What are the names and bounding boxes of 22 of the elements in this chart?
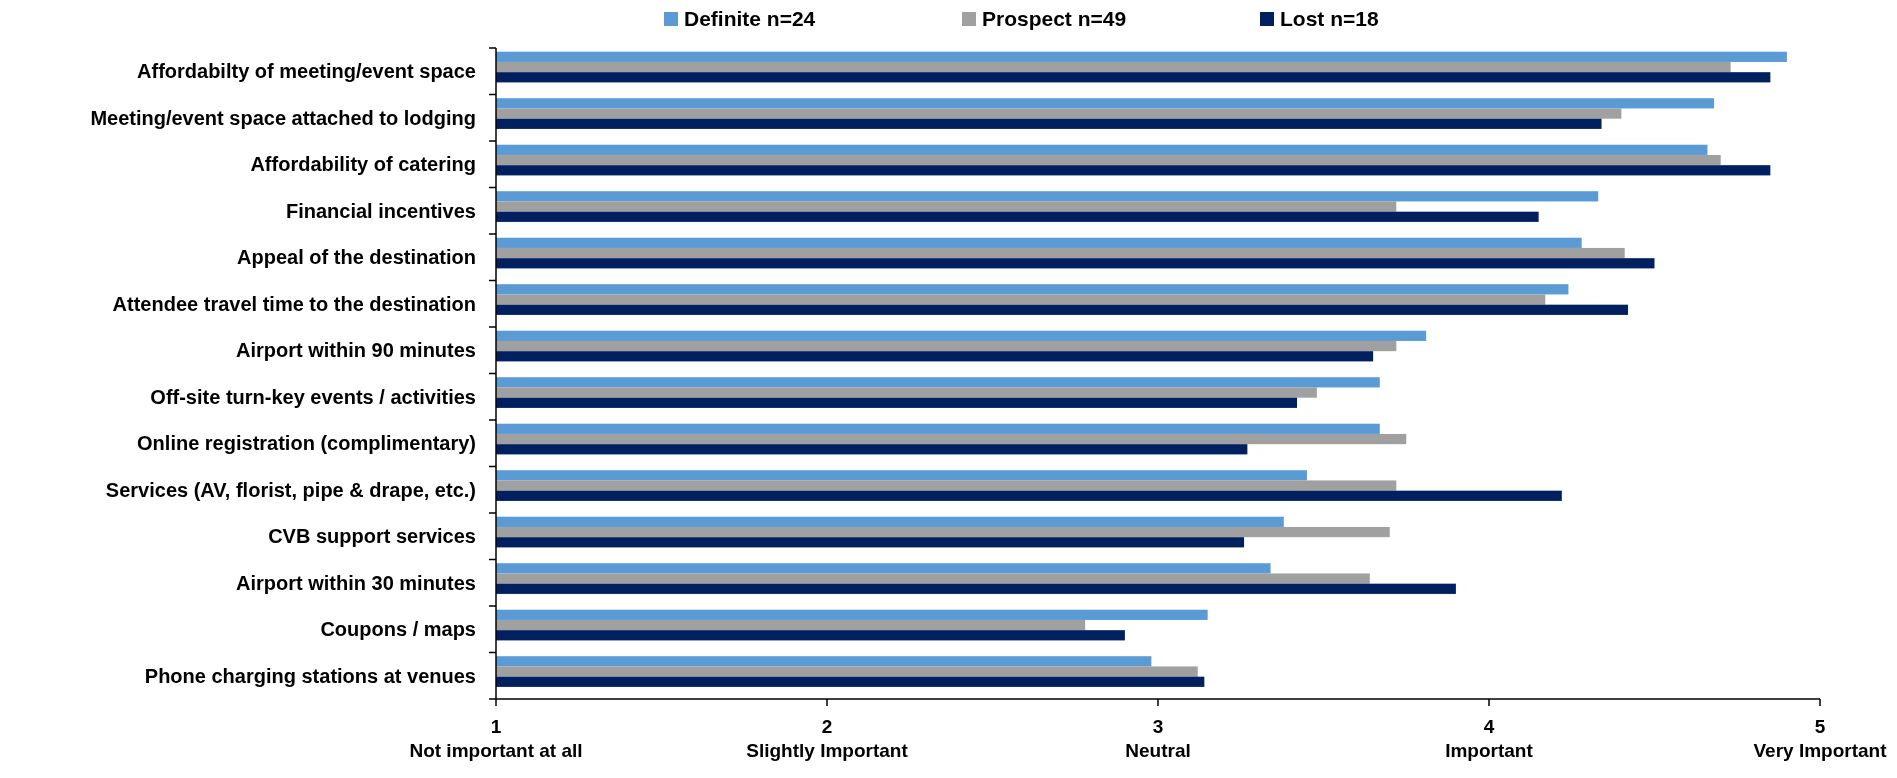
y-tick-label: Off-site turn-key events / activities [150, 385, 476, 408]
y-tick-label: Meeting/event space attached to lodging [90, 106, 476, 129]
y-tick-label: Coupons / maps [320, 618, 476, 641]
legend-label: Definite n=24 [684, 7, 816, 30]
y-tick-label: CVB support services [268, 525, 476, 548]
y-tick-label: Airport within 30 minutes [235, 571, 476, 594]
legend-label: Prospect n=49 [982, 7, 1127, 30]
x-tick-label: 3 Neutral [1125, 716, 1191, 761]
y-tick-label: Airport within 90 minutes [235, 339, 476, 362]
x-tick-label: 5 Very Important [1753, 716, 1888, 761]
y-tick-label: Attendee travel time to the destination [112, 292, 476, 315]
y-tick-label: Appeal of the destination [237, 246, 476, 269]
x-tick-label: 1 Not important at all [409, 716, 583, 761]
x-tick-label: 4 Important [1445, 716, 1534, 761]
legend-label: Lost n=18 [1280, 7, 1379, 30]
y-tick-label: Services (AV, florist, pipe & drape, etc.) [105, 478, 476, 501]
y-tick-label: Financial incentives [285, 199, 476, 222]
y-tick-label: Affordability of catering [250, 153, 476, 176]
y-tick-label: Affordabilty of meeting/event space [137, 60, 476, 83]
y-tick-label: Phone charging stations at venues [144, 664, 476, 687]
x-tick-label: 2 Slightly Important [746, 716, 909, 761]
y-tick-label: Online registration (complimentary) [137, 432, 476, 455]
